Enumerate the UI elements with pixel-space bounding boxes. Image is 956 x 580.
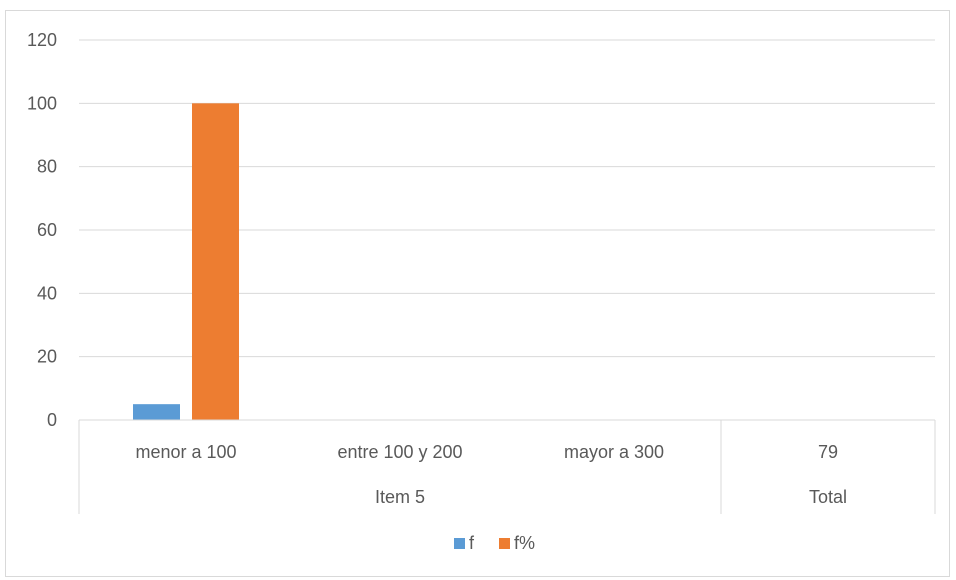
- legend-swatch-f%: [499, 538, 510, 549]
- y-tick-label: 80: [37, 157, 57, 177]
- category-label: mayor a 300: [564, 442, 664, 462]
- y-tick-label: 100: [27, 93, 57, 113]
- y-tick-label: 0: [47, 410, 57, 430]
- legend-label: f%: [514, 533, 535, 553]
- category-label: 79: [818, 442, 838, 462]
- legend-label: f: [469, 533, 475, 553]
- group-label: Total: [809, 487, 847, 507]
- group-label: Item 5: [375, 487, 425, 507]
- legend-swatch-f: [454, 538, 465, 549]
- bar-f%-0: [192, 103, 239, 420]
- bar-f-0: [133, 404, 180, 420]
- y-tick-label: 120: [27, 30, 57, 50]
- y-tick-label: 20: [37, 347, 57, 367]
- y-tick-label: 40: [37, 283, 57, 303]
- category-label: menor a 100: [135, 442, 236, 462]
- y-tick-label: 60: [37, 220, 57, 240]
- category-label: entre 100 y 200: [337, 442, 462, 462]
